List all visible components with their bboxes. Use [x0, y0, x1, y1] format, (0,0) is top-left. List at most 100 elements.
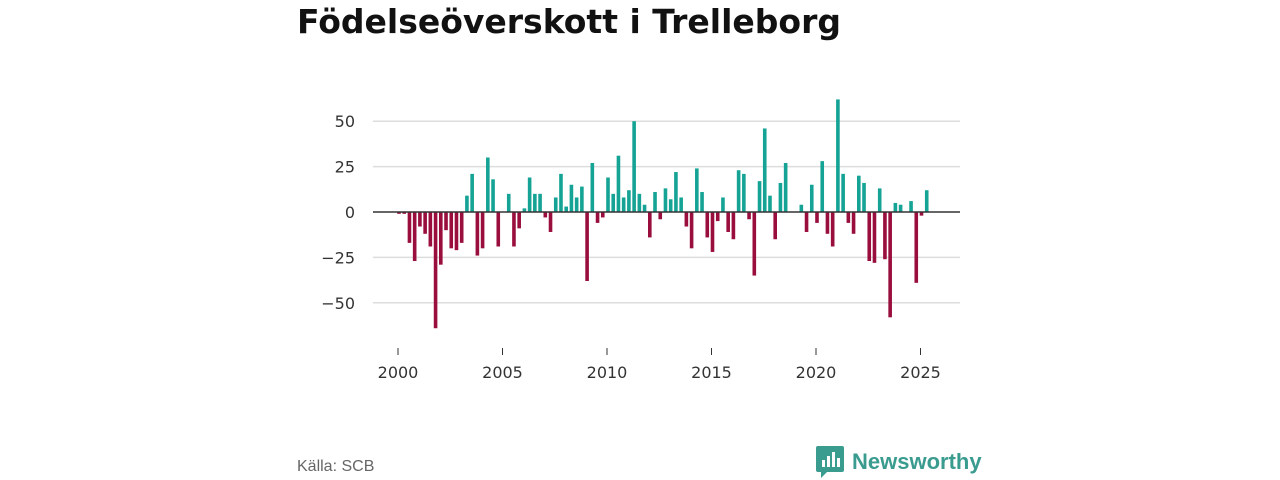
bar-positive [841, 173, 845, 212]
bar-negative [705, 212, 710, 238]
bar-negative [475, 212, 480, 256]
bar-negative [418, 212, 422, 227]
y-tick-label: 0 [345, 203, 355, 222]
bar-negative [600, 212, 605, 218]
bar-negative [752, 212, 757, 276]
bar-negative [423, 212, 427, 234]
bar-negative [412, 212, 417, 262]
bar-negative [428, 212, 433, 247]
bar-positive [611, 193, 616, 212]
bar-positive [857, 175, 861, 212]
bar-positive [486, 157, 490, 212]
bar-positive [621, 197, 626, 212]
brand-logo[interactable]: Newsworthy [816, 446, 982, 478]
bar-positive [893, 202, 898, 212]
bar-negative [731, 212, 736, 240]
bar-positive [768, 195, 772, 212]
bar-positive [674, 172, 678, 212]
bar-negative [919, 212, 924, 216]
bar-positive [663, 188, 668, 212]
newsworthy-logo-icon [816, 446, 844, 478]
bar-positive [527, 177, 532, 212]
bar-positive [522, 208, 527, 212]
bar-positive [590, 162, 595, 212]
bar-positive [695, 168, 699, 212]
source-note: Källa: SCB [297, 458, 375, 475]
x-tick-label: 2000 [378, 363, 419, 382]
bar-negative [830, 212, 835, 247]
brand-name: Newsworthy [852, 449, 982, 474]
bar-negative [444, 212, 448, 231]
bar-negative [407, 212, 412, 243]
bar-positive [820, 161, 825, 212]
bar-negative [773, 212, 777, 240]
bar-positive [491, 179, 495, 212]
grid-lines [373, 120, 960, 304]
bar-negative [433, 212, 438, 329]
x-tick-label: 2015 [691, 363, 732, 382]
bar-positive [533, 193, 537, 212]
bar-negative [517, 212, 521, 229]
bar-negative [543, 212, 548, 218]
bar-negative [548, 212, 553, 232]
y-tick-label: −50 [321, 294, 355, 313]
bar-negative [867, 212, 872, 262]
bar-positive [924, 190, 929, 212]
bar-negative [496, 212, 501, 247]
bar-negative [846, 212, 851, 223]
bar-positive [637, 193, 642, 212]
bar-positive [762, 128, 767, 212]
bar-negative [883, 212, 887, 260]
bar-negative [585, 212, 589, 282]
bar-negative [459, 212, 464, 243]
bar-positive [642, 204, 647, 212]
bar-negative [454, 212, 459, 251]
bar-positive [632, 121, 636, 212]
bar-negative [851, 212, 856, 234]
bar-negative [815, 212, 819, 223]
bar-positive [736, 170, 741, 212]
bar-positive [862, 182, 866, 212]
bar-positive [909, 201, 913, 212]
bar-negative [512, 212, 516, 247]
bar-positive [553, 197, 558, 212]
bar-positive [679, 197, 683, 212]
chart-title: Födelseöverskott i Trelleborg [297, 2, 842, 41]
bar-positive [580, 186, 584, 212]
bar-positive [778, 182, 783, 212]
bar-positive [569, 184, 574, 212]
bar-negative [726, 212, 730, 232]
bar-positive [559, 173, 563, 212]
bar-positive [668, 199, 673, 212]
bar-negative [397, 212, 401, 214]
bar-negative [872, 212, 877, 263]
bar-positive [809, 184, 814, 212]
bar-positive [877, 188, 882, 212]
bar-positive [721, 197, 725, 212]
bar-positive [506, 193, 511, 212]
bar-negative [684, 212, 689, 227]
x-axis: 2000 2005 2010 2015 2020 2025 [378, 348, 941, 382]
bar-negative [480, 212, 485, 249]
bars-group [397, 99, 929, 329]
bar-positive [799, 204, 804, 212]
bar-positive [700, 192, 704, 212]
bar-negative [747, 212, 751, 220]
bar-negative [825, 212, 830, 234]
bar-negative [804, 212, 809, 232]
bar-positive [574, 197, 579, 212]
bar-negative [439, 212, 443, 265]
x-tick-label: 2010 [587, 363, 628, 382]
bar-negative [449, 212, 454, 249]
x-tick-label: 2005 [482, 363, 523, 382]
bar-positive [470, 173, 474, 212]
bar-positive [606, 177, 610, 212]
y-tick-label: 25 [335, 158, 355, 177]
bar-positive [465, 195, 469, 212]
x-tick-label: 2020 [796, 363, 837, 382]
y-tick-label: 50 [335, 112, 355, 131]
bar-positive [653, 192, 657, 212]
bar-positive [757, 181, 762, 212]
y-tick-label: −25 [321, 248, 355, 267]
